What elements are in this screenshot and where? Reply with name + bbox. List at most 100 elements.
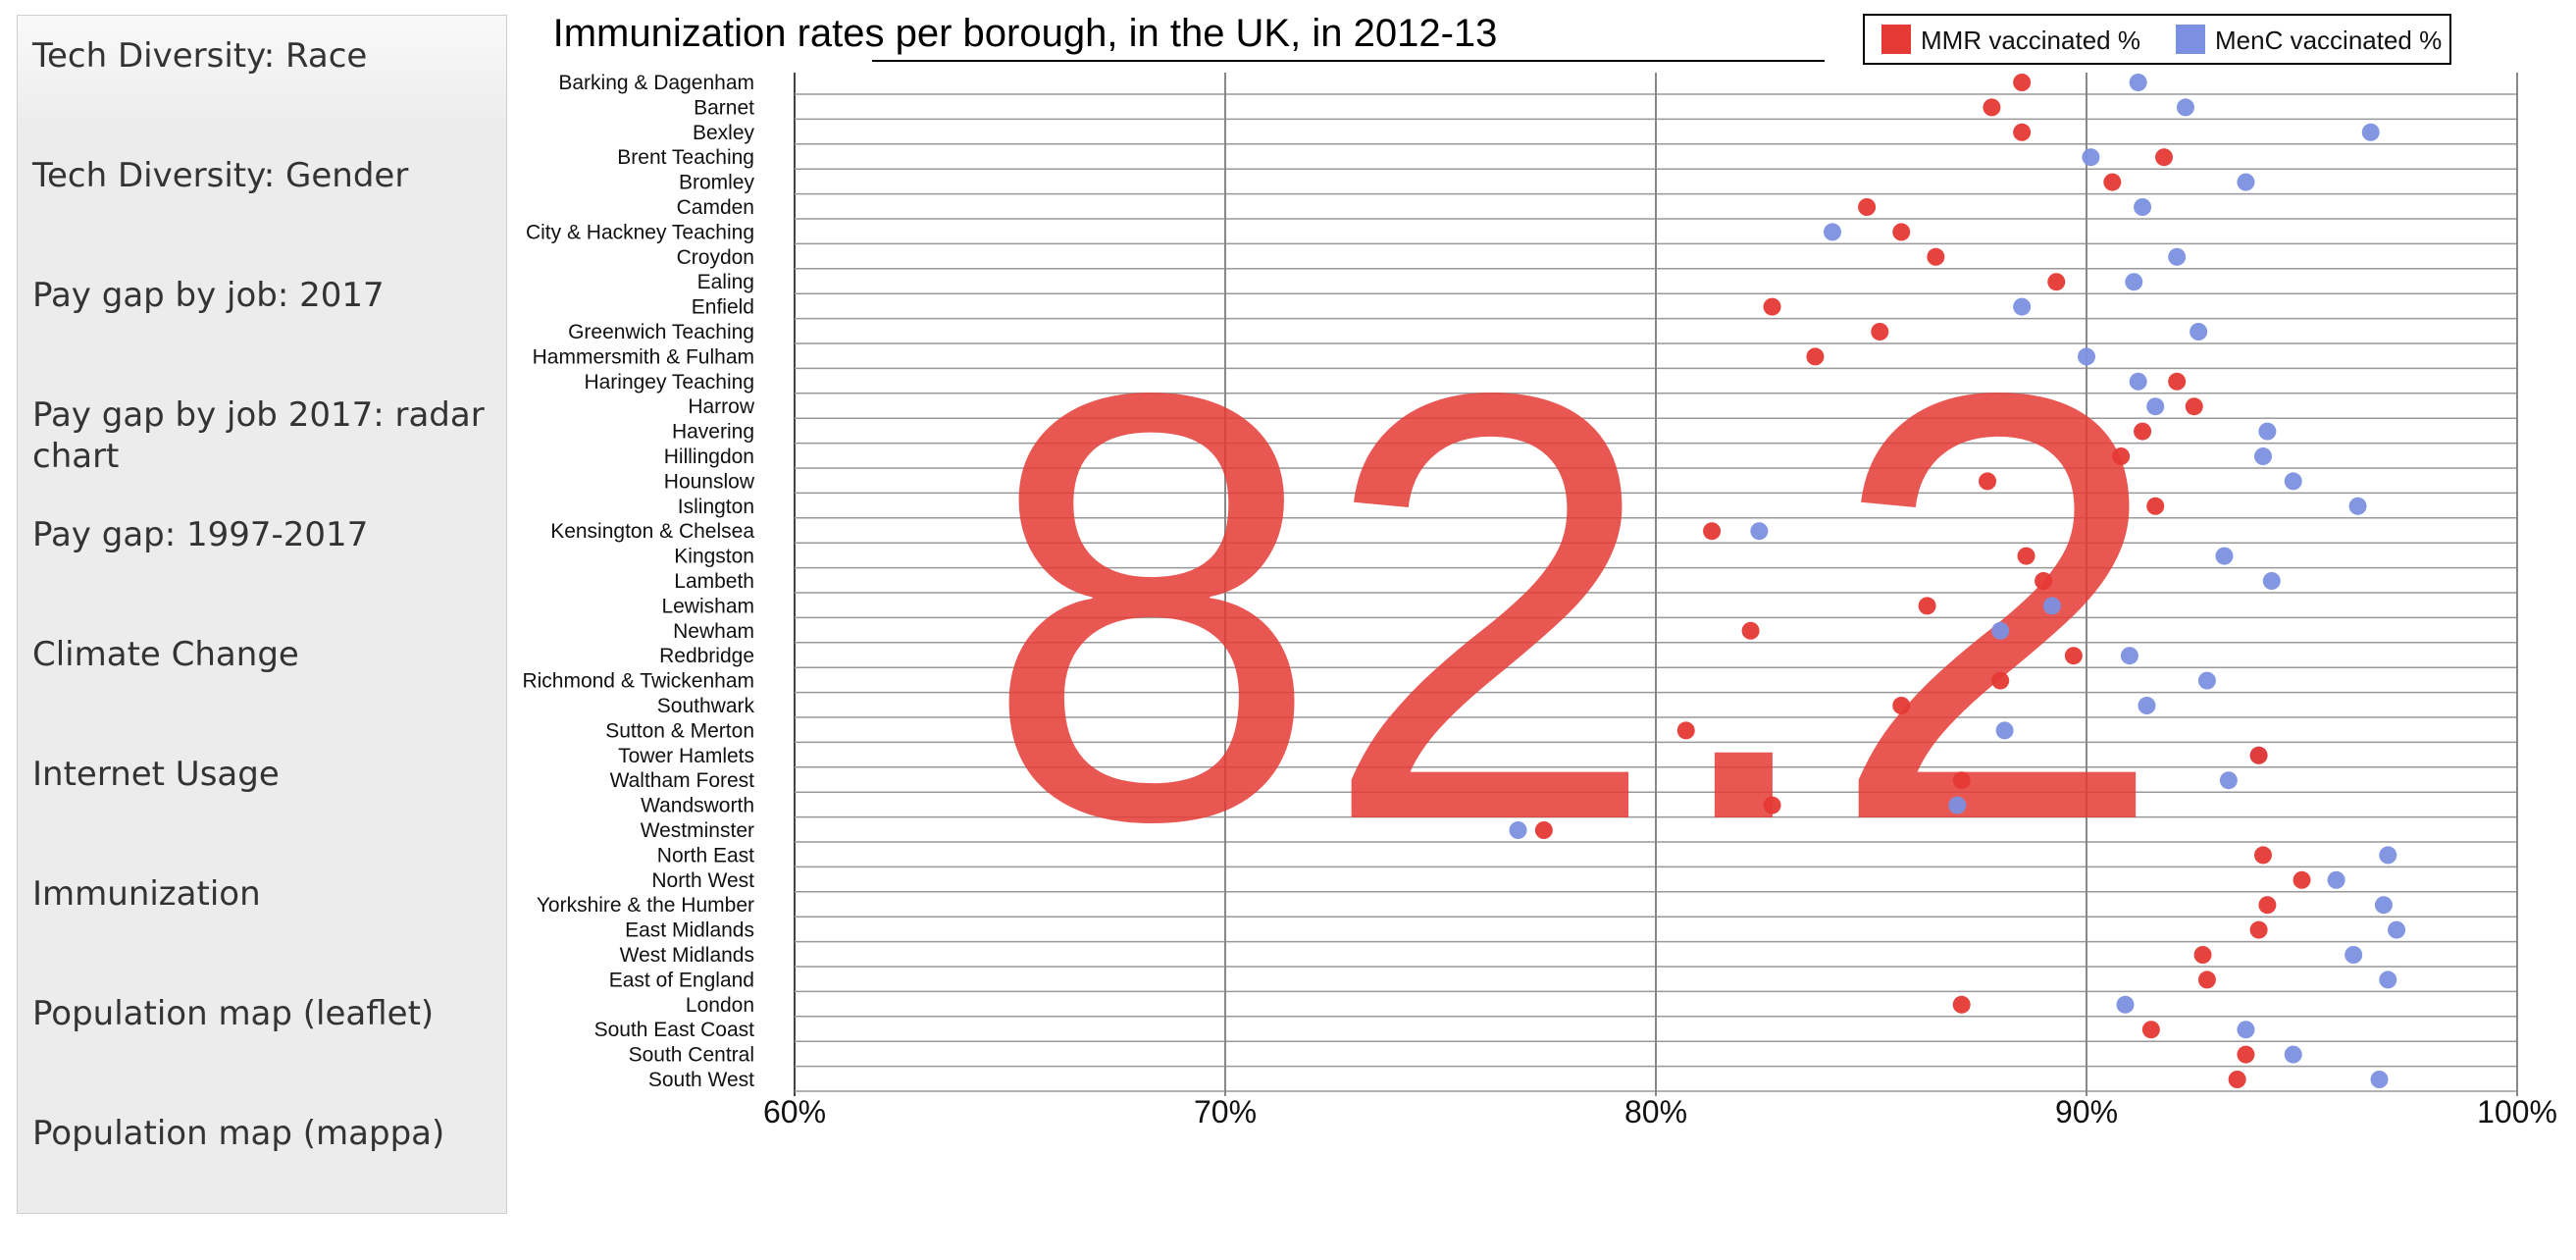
menc-point[interactable] xyxy=(2284,1045,2302,1064)
mmr-point[interactable] xyxy=(2253,846,2272,865)
menc-point[interactable] xyxy=(1991,621,2010,640)
menc-point[interactable] xyxy=(2116,995,2135,1014)
menc-point[interactable] xyxy=(2129,372,2147,391)
nav-item-immunization[interactable]: Immunization xyxy=(32,874,261,914)
menc-point[interactable] xyxy=(2370,1071,2389,1088)
mmr-point[interactable] xyxy=(1703,522,1722,541)
menc-point[interactable] xyxy=(2284,472,2302,491)
nav-item-tech-diversity-gender[interactable]: Tech Diversity: Gender xyxy=(32,156,409,195)
menc-point[interactable] xyxy=(2190,323,2208,341)
mmr-point[interactable] xyxy=(2017,547,2035,565)
menc-point[interactable] xyxy=(1823,223,1841,241)
mmr-point[interactable] xyxy=(2047,273,2066,291)
mmr-point[interactable] xyxy=(1534,821,1553,839)
nav-item-population-map-mappa[interactable]: Population map (mappa) xyxy=(32,1114,445,1153)
menc-point[interactable] xyxy=(2082,148,2100,167)
menc-point[interactable] xyxy=(2262,572,2281,590)
menc-point[interactable] xyxy=(2379,846,2397,865)
mmr-point[interactable] xyxy=(1927,247,1945,266)
x-tick-label: 70% xyxy=(1194,1094,1257,1129)
nav-item-pay-gap-by-job-2017[interactable]: Pay gap by job: 2017 xyxy=(32,276,385,315)
mmr-point[interactable] xyxy=(2293,870,2311,889)
mmr-point[interactable] xyxy=(1991,671,2010,690)
menc-point[interactable] xyxy=(2134,198,2152,216)
mmr-point[interactable] xyxy=(2197,971,2216,989)
category-label: Hammersmith & Fulham xyxy=(533,345,754,368)
menc-point[interactable] xyxy=(2344,946,2363,964)
nav-item-tech-diversity-race[interactable]: Tech Diversity: Race xyxy=(32,36,368,76)
category-label: South East Coast xyxy=(594,1019,755,1041)
menc-point[interactable] xyxy=(1750,522,1769,541)
menc-point[interactable] xyxy=(2042,597,2061,615)
mmr-point[interactable] xyxy=(1806,347,1825,366)
menc-point[interactable] xyxy=(2138,697,2156,714)
category-label: Ealing xyxy=(697,271,754,293)
menc-point[interactable] xyxy=(2361,123,2380,141)
nav-item-climate-change[interactable]: Climate Change xyxy=(32,635,299,674)
mmr-point[interactable] xyxy=(2155,148,2174,167)
menc-point[interactable] xyxy=(2078,347,2095,366)
mmr-point[interactable] xyxy=(2228,1071,2246,1088)
menc-point[interactable] xyxy=(2258,422,2277,441)
mmr-point[interactable] xyxy=(2237,1045,2255,1064)
mmr-point[interactable] xyxy=(1871,323,1889,341)
mmr-point[interactable] xyxy=(2134,422,2152,441)
mmr-point[interactable] xyxy=(2141,1021,2160,1039)
menc-point[interactable] xyxy=(1948,796,1967,814)
menc-point[interactable] xyxy=(2125,273,2143,291)
menc-point[interactable] xyxy=(2168,247,2187,266)
mmr-point[interactable] xyxy=(2168,372,2187,391)
nav-item-pay-gap-radar-chart[interactable]: Pay gap by job 2017: radar chart xyxy=(32,395,485,476)
mmr-point[interactable] xyxy=(1763,796,1781,814)
menc-point[interactable] xyxy=(2327,870,2345,889)
mmr-point[interactable] xyxy=(2013,123,2032,141)
menc-point[interactable] xyxy=(2348,497,2367,515)
menc-point[interactable] xyxy=(2013,297,2032,316)
mmr-point[interactable] xyxy=(1952,995,1971,1014)
menc-point[interactable] xyxy=(1509,821,1527,839)
mmr-point[interactable] xyxy=(2185,397,2203,416)
menc-point[interactable] xyxy=(2146,397,2165,416)
nav-item-pay-gap-1997-2017[interactable]: Pay gap: 1997-2017 xyxy=(32,515,369,554)
nav-item-population-map-leaflet[interactable]: Population map (leaflet) xyxy=(32,994,435,1033)
mmr-point[interactable] xyxy=(2249,920,2268,939)
menc-point[interactable] xyxy=(2237,173,2255,191)
mmr-point[interactable] xyxy=(1952,771,1971,790)
mmr-point[interactable] xyxy=(2146,497,2165,515)
mmr-point[interactable] xyxy=(1892,223,1911,241)
menc-point[interactable] xyxy=(2120,647,2138,665)
menc-point[interactable] xyxy=(2374,896,2393,915)
mmr-point[interactable] xyxy=(1892,697,1911,714)
mmr-point[interactable] xyxy=(1741,621,1760,640)
category-label: Redbridge xyxy=(659,645,754,667)
menc-point[interactable] xyxy=(2129,74,2147,91)
sidebar-nav: Tech Diversity: Race Tech Diversity: Gen… xyxy=(17,15,507,1214)
mmr-point[interactable] xyxy=(1676,721,1695,740)
mmr-point[interactable] xyxy=(2103,173,2122,191)
nav-item-internet-usage[interactable]: Internet Usage xyxy=(32,755,280,794)
mmr-point[interactable] xyxy=(1979,472,1997,491)
mmr-point[interactable] xyxy=(1763,297,1781,316)
menc-point[interactable] xyxy=(2253,447,2272,465)
menc-point[interactable] xyxy=(2176,98,2194,117)
menc-point[interactable] xyxy=(2197,671,2216,690)
mmr-point[interactable] xyxy=(2035,572,2053,590)
mmr-point[interactable] xyxy=(1858,198,1877,216)
category-label: West Midlands xyxy=(620,944,754,967)
mmr-point[interactable] xyxy=(2193,946,2212,964)
mmr-point[interactable] xyxy=(2249,746,2268,764)
menc-point[interactable] xyxy=(2379,971,2397,989)
category-label: Tower Hamlets xyxy=(618,745,754,767)
menc-point[interactable] xyxy=(2237,1021,2255,1039)
mmr-point[interactable] xyxy=(1983,98,2001,117)
mmr-point[interactable] xyxy=(2064,647,2083,665)
mmr-point[interactable] xyxy=(2112,447,2131,465)
menc-point[interactable] xyxy=(2219,771,2238,790)
mmr-point[interactable] xyxy=(2258,896,2277,915)
menc-point[interactable] xyxy=(2388,920,2406,939)
mmr-point[interactable] xyxy=(2013,74,2032,91)
menc-point[interactable] xyxy=(1995,721,2014,740)
category-label: Islington xyxy=(678,496,754,518)
mmr-point[interactable] xyxy=(1918,597,1936,615)
menc-point[interactable] xyxy=(2215,547,2234,565)
